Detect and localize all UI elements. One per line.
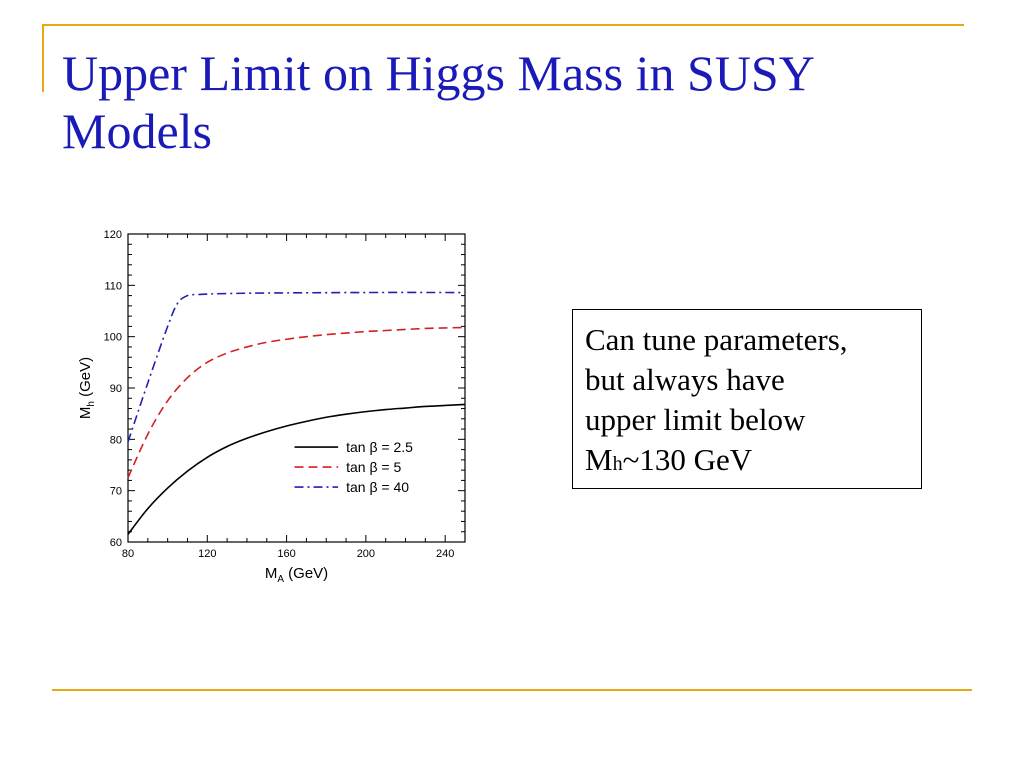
x-axis-label: MA (GeV) <box>265 565 328 585</box>
y-tick-label: 90 <box>110 383 122 395</box>
legend-label-2: tan β = 5 <box>346 459 401 475</box>
legend-label-1: tan β = 2.5 <box>346 439 413 455</box>
x-tick-label: 120 <box>198 548 216 560</box>
note-box: Can tune parameters, but always have upp… <box>572 309 922 489</box>
slide-title: Upper Limit on Higgs Mass in SUSY Models <box>62 45 813 159</box>
bottom-accent-rule <box>52 689 972 691</box>
y-tick-label: 100 <box>104 332 122 344</box>
x-tick-label: 80 <box>122 548 134 560</box>
series-line-3 <box>127 291 466 443</box>
y-tick-label: 80 <box>110 434 122 446</box>
y-tick-label: 110 <box>104 280 122 292</box>
x-tick-label: 160 <box>277 548 295 560</box>
y-tick-label: 120 <box>104 229 122 241</box>
y-axis-label: Mh (GeV) <box>77 357 97 419</box>
series-line-2 <box>127 326 466 479</box>
note-mass-value: ~130 GeV <box>622 442 753 477</box>
series-line-1 <box>127 403 466 535</box>
note-line-4: Mh~130 GeV <box>585 440 909 484</box>
y-tick-label: 70 <box>110 486 122 498</box>
note-line-2: but always have <box>585 362 785 397</box>
y-tick-label: 60 <box>110 537 122 549</box>
note-line-3: upper limit below <box>585 402 806 437</box>
note-mass-symbol: M <box>585 442 613 477</box>
higgs-mass-chart: 80 120 160 200 240 60 70 80 90 100 110 120 MA (GeV) M… <box>70 222 480 590</box>
top-accent-rule <box>42 24 964 26</box>
note-line-1: Can tune parameters, <box>585 322 848 357</box>
legend-label-3: tan β = 40 <box>346 479 409 495</box>
x-tick-label: 240 <box>436 548 454 560</box>
x-tick-label: 200 <box>357 548 375 560</box>
chart-svg: 80 120 160 200 240 60 70 80 90 100 110 120 MA (GeV) M… <box>77 229 466 585</box>
left-accent-rule <box>42 24 44 92</box>
note-mass-subscript: h <box>612 453 623 475</box>
